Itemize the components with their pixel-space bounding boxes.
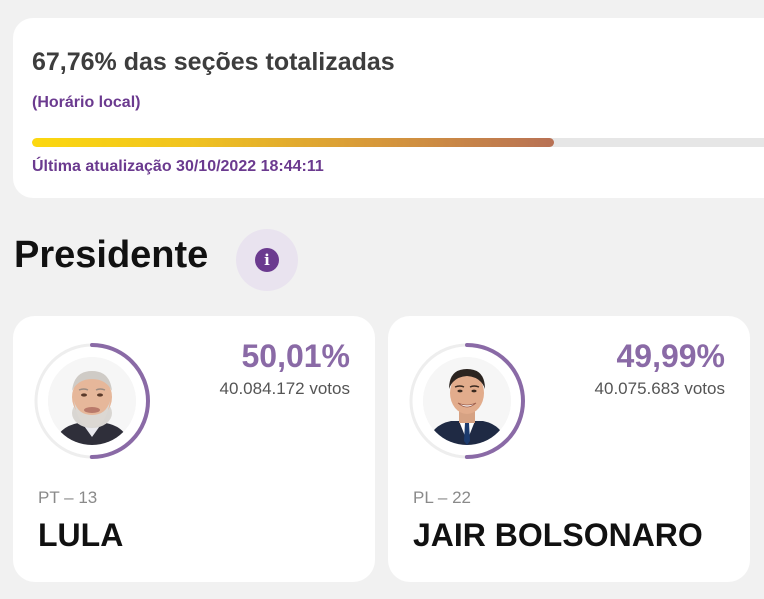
progress-bar-fill: [32, 138, 554, 147]
candidate-name: LULA: [38, 517, 124, 553]
vote-count: 40.075.683 votos: [594, 379, 725, 398]
candidate-avatar: [48, 357, 136, 445]
candidate-card-bolsonaro[interactable]: 49,99% 40.075.683 votos PL – 22 JAIR BOL…: [388, 316, 750, 582]
info-icon: i: [255, 248, 279, 272]
vote-percentage: 50,01%: [241, 338, 350, 374]
candidate-name: JAIR BOLSONARO: [413, 517, 703, 553]
vote-percentage: 49,99%: [616, 338, 725, 374]
section-title: Presidente: [14, 234, 209, 276]
vote-share-ring: [34, 343, 150, 459]
progress-bar: [32, 138, 764, 147]
local-time-label: (Horário local): [32, 94, 141, 111]
candidate-card-lula[interactable]: 50,01% 40.084.172 votos PT – 13 LULA: [13, 316, 375, 582]
candidate-avatar-ring: [33, 342, 151, 460]
totalization-card: 67,76% das seções totalizadas (Horário l…: [13, 18, 764, 198]
candidate-avatar: [423, 357, 511, 445]
party-number: PT – 13: [38, 488, 98, 507]
party-number: PL – 22: [413, 488, 471, 507]
vote-count: 40.084.172 votos: [219, 379, 350, 398]
totalization-title: 67,76% das seções totalizadas: [32, 48, 395, 76]
vote-share-ring: [409, 343, 525, 459]
info-button[interactable]: i: [236, 229, 298, 291]
last-update-label: Última atualização 30/10/2022 18:44:11: [32, 158, 324, 175]
candidate-avatar-ring: [408, 342, 526, 460]
